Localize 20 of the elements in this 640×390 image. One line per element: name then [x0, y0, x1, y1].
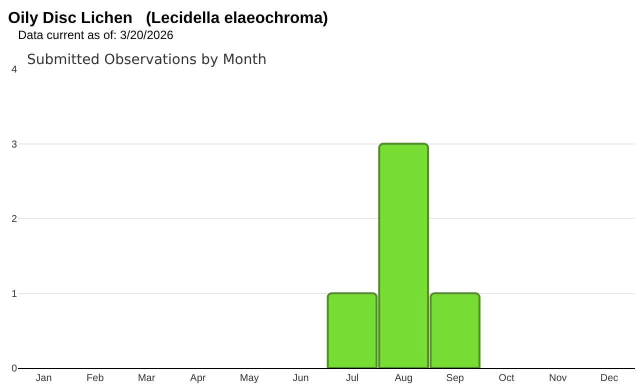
x-tick-label: Apr	[190, 373, 206, 384]
x-tick-label: Sep	[446, 373, 464, 384]
y-tick-label: 2	[11, 214, 18, 225]
x-tick-label: Aug	[394, 373, 413, 384]
x-tick-label: Jun	[292, 373, 309, 384]
chart-title: Oily Disc Lichen (Lecidella elaeochroma)	[8, 10, 328, 27]
y-tick-label: 1	[11, 288, 18, 300]
text: Submitted Observations by Month	[27, 52, 267, 68]
x-tick-label: Feb	[86, 373, 104, 384]
chart-subtitle: Data current as of: 3/20/2026	[18, 28, 174, 42]
x-tick-label: Jan	[36, 373, 52, 384]
x-tick-label: Dec	[600, 373, 618, 384]
y-tick-label: 3	[11, 139, 18, 150]
x-tick-label: Nov	[548, 373, 567, 384]
x-tick-label: May	[240, 373, 259, 384]
x-tick-label: Mar	[138, 373, 156, 384]
y-tick-label: 0	[11, 364, 18, 374]
x-tick-label: Oct	[498, 373, 514, 384]
x-tick-label: Jul	[346, 373, 359, 384]
y-tick-label: 4	[11, 64, 18, 76]
